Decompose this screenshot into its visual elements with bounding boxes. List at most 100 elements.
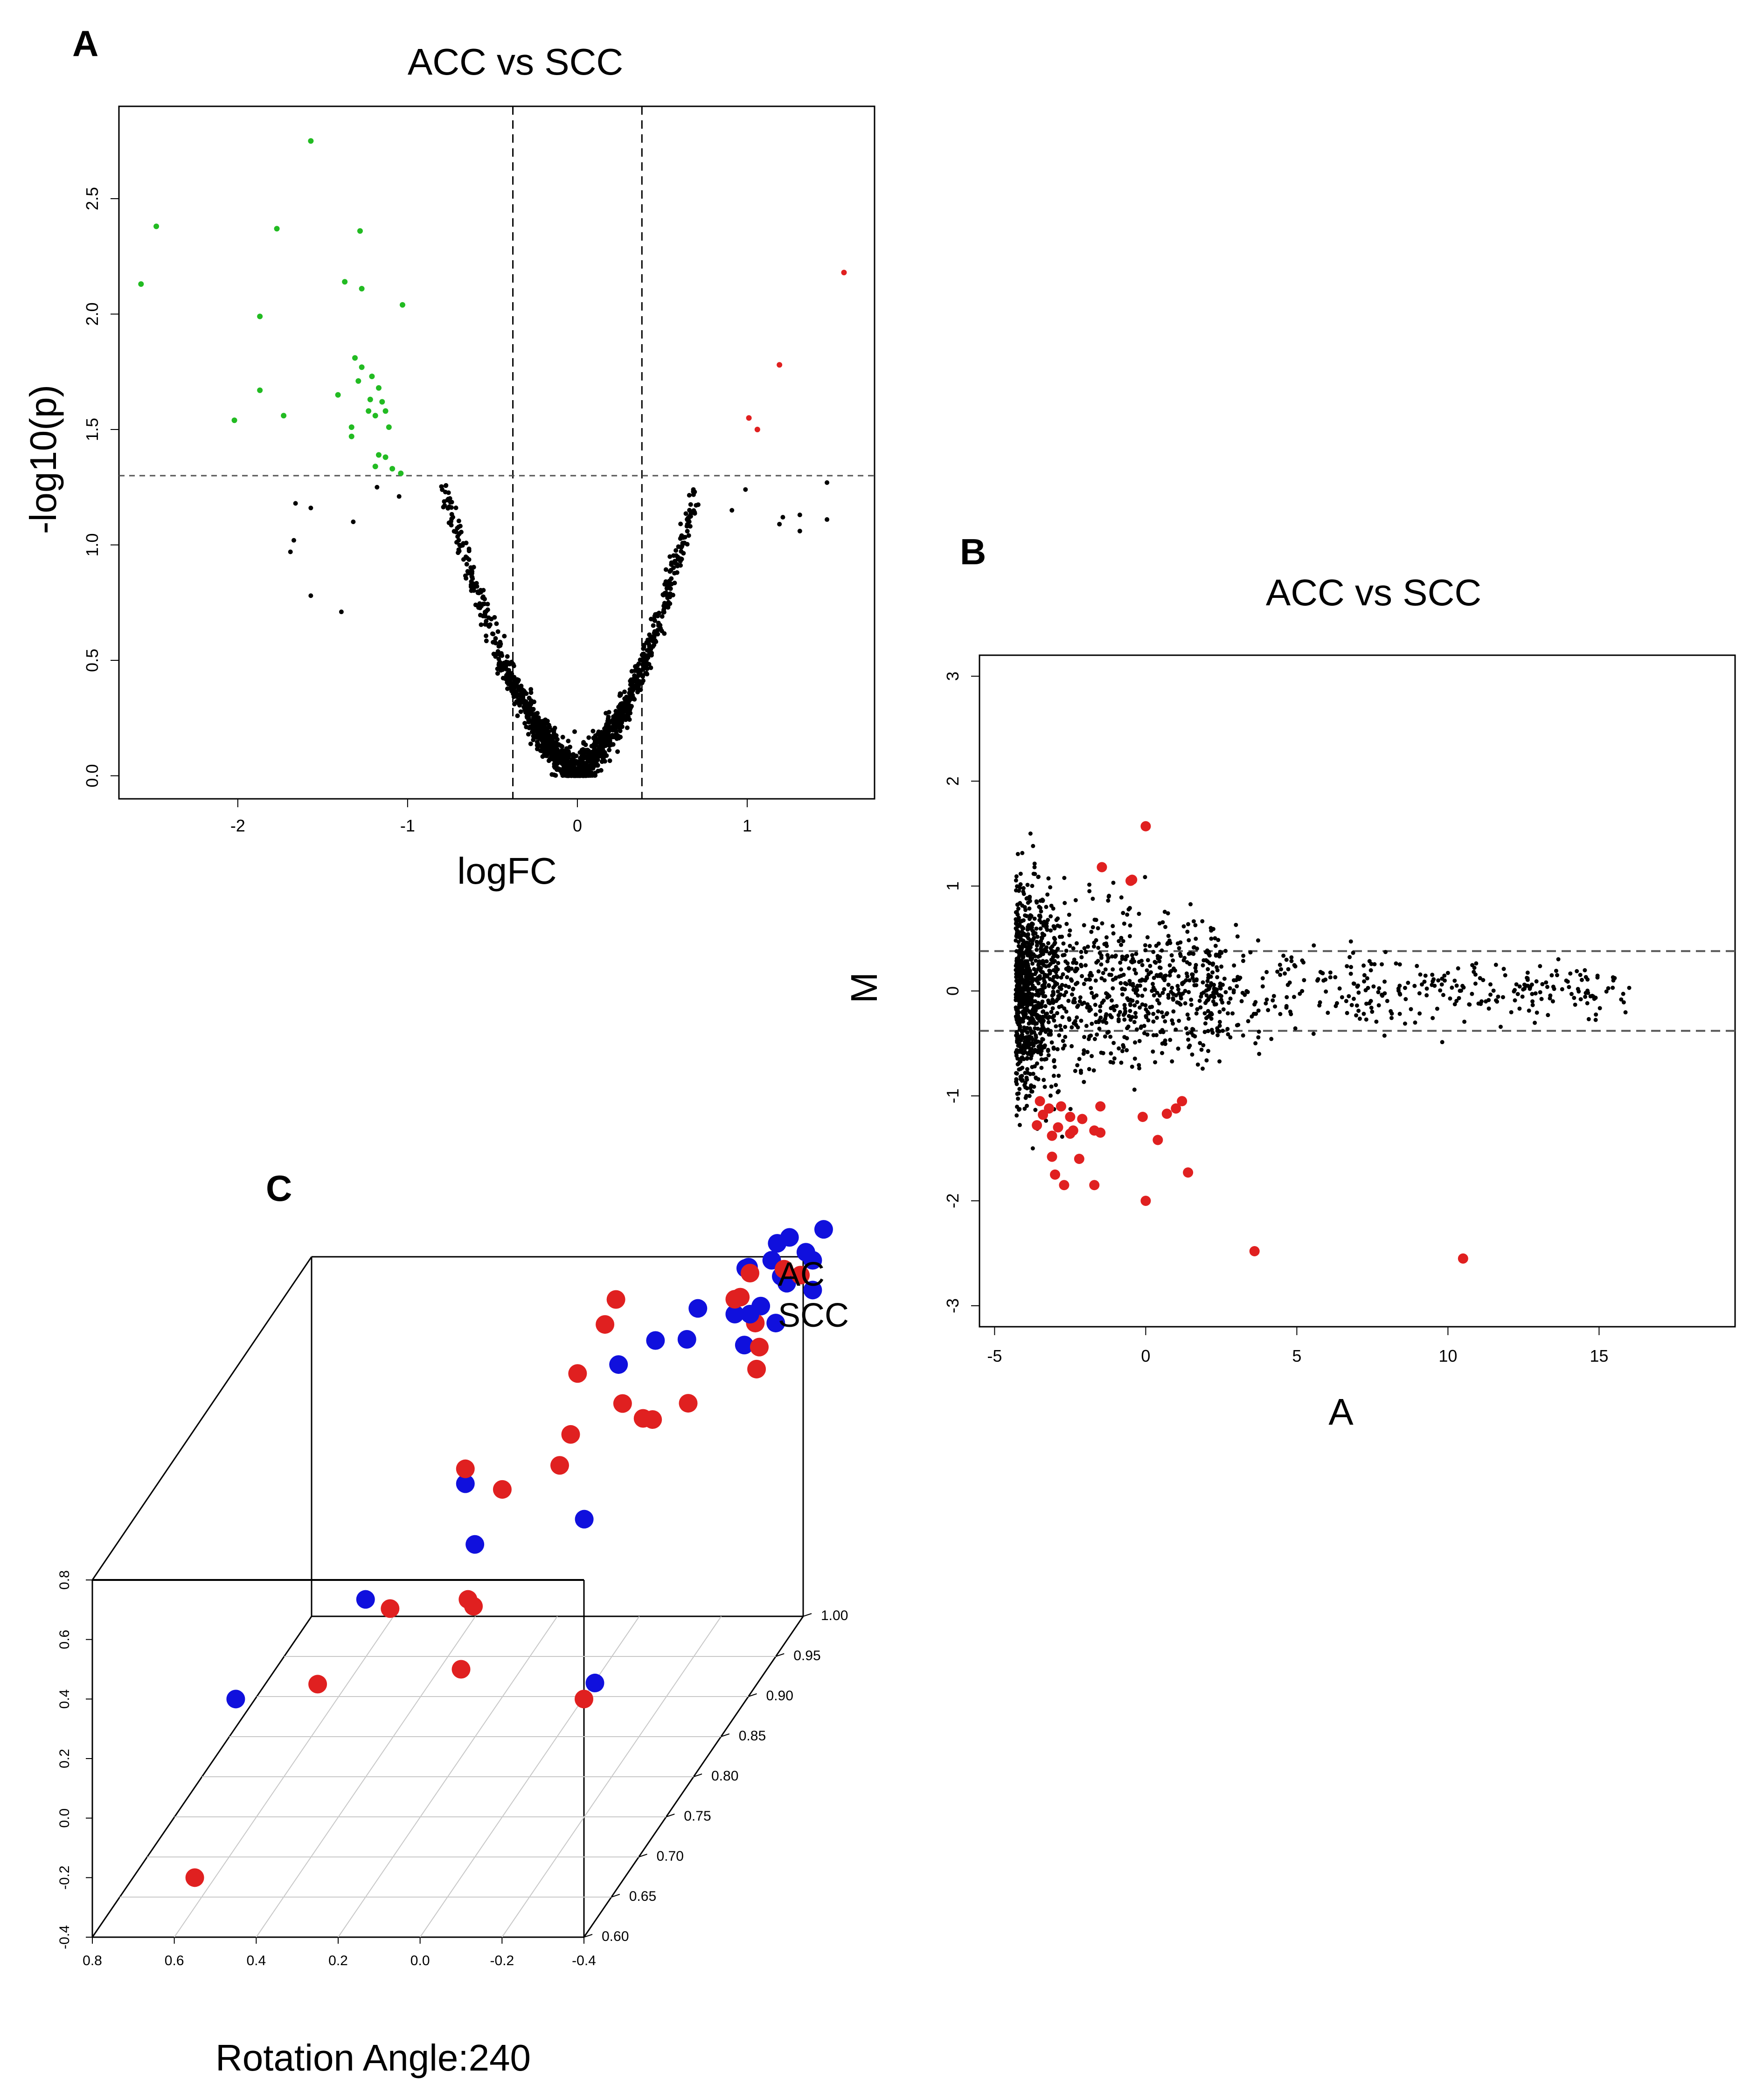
panel-a-point-ns bbox=[601, 753, 606, 758]
panel-b-x-label: A bbox=[1328, 1391, 1354, 1433]
panel-b-point-ns bbox=[1385, 998, 1389, 1003]
panel-b-point-ns bbox=[1023, 1095, 1028, 1100]
panel-b-point-ns bbox=[1493, 963, 1498, 967]
panel-b-point-ns bbox=[1070, 966, 1074, 971]
panel-b-point-ns bbox=[1108, 1060, 1113, 1064]
panel-b-point-ns bbox=[1160, 1051, 1165, 1055]
panel-b-point-ns bbox=[1356, 1008, 1361, 1013]
panel-a-point-ns bbox=[446, 496, 451, 501]
panel-b-point-ns bbox=[1015, 1040, 1020, 1045]
panel-a-point-ns bbox=[504, 659, 509, 665]
panel-a-point-ns bbox=[545, 747, 550, 752]
panel-b-point-ns bbox=[1062, 876, 1067, 880]
panel-a-point-ns bbox=[683, 511, 688, 516]
panel-b-point-ns bbox=[1116, 1017, 1121, 1022]
panel-b-point-ns bbox=[1160, 948, 1164, 953]
panel-a-point-ns bbox=[616, 735, 621, 741]
panel-b-point-ns bbox=[1185, 1031, 1190, 1036]
panel-b-point-ns bbox=[1389, 1016, 1394, 1020]
panel-b-point-ns bbox=[1134, 1027, 1139, 1032]
panel-b-point-ns bbox=[1019, 1033, 1023, 1038]
panel-b-point-ns bbox=[1430, 972, 1435, 977]
panel-c-point-scc bbox=[803, 1251, 822, 1270]
panel-b-point-ns bbox=[1162, 977, 1167, 982]
panel-b-point-ns bbox=[1201, 990, 1206, 995]
panel-b-point-ns bbox=[1104, 991, 1108, 996]
panel-b-point-ns bbox=[1201, 980, 1205, 985]
panel-a-point-ns bbox=[484, 638, 489, 644]
panel-b-point-ns bbox=[1052, 959, 1057, 963]
panel-c-z-tick-label: 0.60 bbox=[602, 1929, 629, 1944]
panel-b-point-ns bbox=[1241, 959, 1245, 963]
panel-b-point-ns bbox=[1033, 977, 1037, 982]
panel-b-point-ns bbox=[1017, 983, 1022, 987]
panel-b-point-ns bbox=[1278, 1012, 1283, 1017]
panel-b-point-ns bbox=[1138, 1005, 1142, 1010]
panel-b-point-ns bbox=[1109, 973, 1113, 977]
panel-b-point-ns bbox=[1089, 929, 1094, 934]
panel-b-point-ns bbox=[1184, 1026, 1188, 1031]
panel-a-point-ns bbox=[550, 748, 555, 753]
panel-b-point-ns bbox=[1103, 967, 1108, 972]
panel-b-point-ns bbox=[1170, 1059, 1174, 1064]
panel-b-point-ns bbox=[1189, 1003, 1194, 1007]
panel-b-point-ns bbox=[1062, 993, 1067, 998]
panel-b-point-ns bbox=[1082, 1080, 1086, 1084]
panel-b-ticks: -5 0 5 10 15 -3 -2 -1 0 1 2 3 bbox=[943, 672, 1608, 1365]
panel-b-point-ns bbox=[1188, 1043, 1192, 1048]
panel-a-point-ns bbox=[537, 724, 542, 729]
panel-b-point-ns bbox=[1191, 1027, 1195, 1032]
panel-a-point-down bbox=[348, 424, 354, 430]
panel-b-point-ns bbox=[1095, 1032, 1099, 1037]
panel-a-point-ns bbox=[578, 764, 583, 769]
panel-b-point-ns bbox=[1235, 934, 1240, 939]
panel-b-point-ns bbox=[1132, 967, 1137, 972]
panel-b-point-ns bbox=[1205, 979, 1210, 984]
panel-a-y-tick-label: 0.5 bbox=[83, 649, 102, 672]
panel-b-point-ns bbox=[1191, 945, 1196, 950]
panel-b-point-ns bbox=[1170, 985, 1174, 990]
panel-b-point-ns bbox=[1043, 994, 1048, 998]
panel-a-point-ns bbox=[465, 555, 470, 561]
panel-b-point-ns bbox=[1070, 1025, 1074, 1030]
panel-b-point-ns bbox=[1209, 1016, 1214, 1021]
panel-b-point-ns bbox=[1021, 1001, 1026, 1006]
panel-b-point-ns bbox=[1139, 978, 1144, 983]
panel-a-point-ns bbox=[527, 725, 532, 730]
panel-b-point-ns bbox=[1595, 975, 1600, 980]
panel-b-point-ns bbox=[1202, 1030, 1207, 1034]
panel-a-point-ns bbox=[640, 666, 646, 672]
panel-c-point-scc bbox=[677, 1330, 696, 1349]
panel-c-x-tick-label: 0.0 bbox=[410, 1953, 430, 1968]
panel-a-point-ns bbox=[643, 671, 648, 676]
panel-b-point-ns bbox=[1223, 990, 1228, 995]
panel-b-point-ns bbox=[1187, 990, 1191, 994]
panel-c-point-scc bbox=[780, 1228, 799, 1247]
panel-b-point-ns bbox=[1583, 968, 1587, 973]
panel-b-point-ns bbox=[1145, 1032, 1150, 1037]
panel-b-point-ns bbox=[1132, 1003, 1137, 1008]
panel-b-point-ns bbox=[1340, 995, 1344, 999]
panel-c-point-ac bbox=[596, 1315, 615, 1334]
panel-b-point-ns bbox=[1191, 919, 1196, 924]
panel-b-point-ns bbox=[1397, 962, 1402, 967]
panel-b-point-ns bbox=[1128, 998, 1133, 1002]
panel-b-point-ns bbox=[1200, 1067, 1205, 1071]
panel-b-point-ns bbox=[1167, 963, 1172, 968]
panel-a-point-ns bbox=[656, 620, 661, 625]
panel-b-point-ns bbox=[1126, 966, 1131, 971]
panel-b-point-ns bbox=[1194, 983, 1199, 988]
panel-b-point-ns bbox=[1369, 1005, 1374, 1010]
panel-b-point-ns bbox=[1016, 1091, 1021, 1096]
panel-c-point-ac bbox=[185, 1868, 204, 1887]
panel-a-point-ns bbox=[655, 631, 660, 637]
panel-b-point-ns bbox=[1051, 906, 1056, 911]
panel-a-point-down bbox=[386, 424, 392, 430]
panel-b-point-ns bbox=[1194, 969, 1198, 974]
panel-a-point-ns bbox=[396, 494, 402, 499]
panel-a-point-ns bbox=[583, 762, 588, 768]
panel-b-point-ns bbox=[1106, 894, 1111, 899]
panel-b-point-ns bbox=[1540, 982, 1545, 986]
panel-a-point-ns bbox=[646, 642, 652, 647]
panel-b-point-ns bbox=[1445, 970, 1450, 975]
